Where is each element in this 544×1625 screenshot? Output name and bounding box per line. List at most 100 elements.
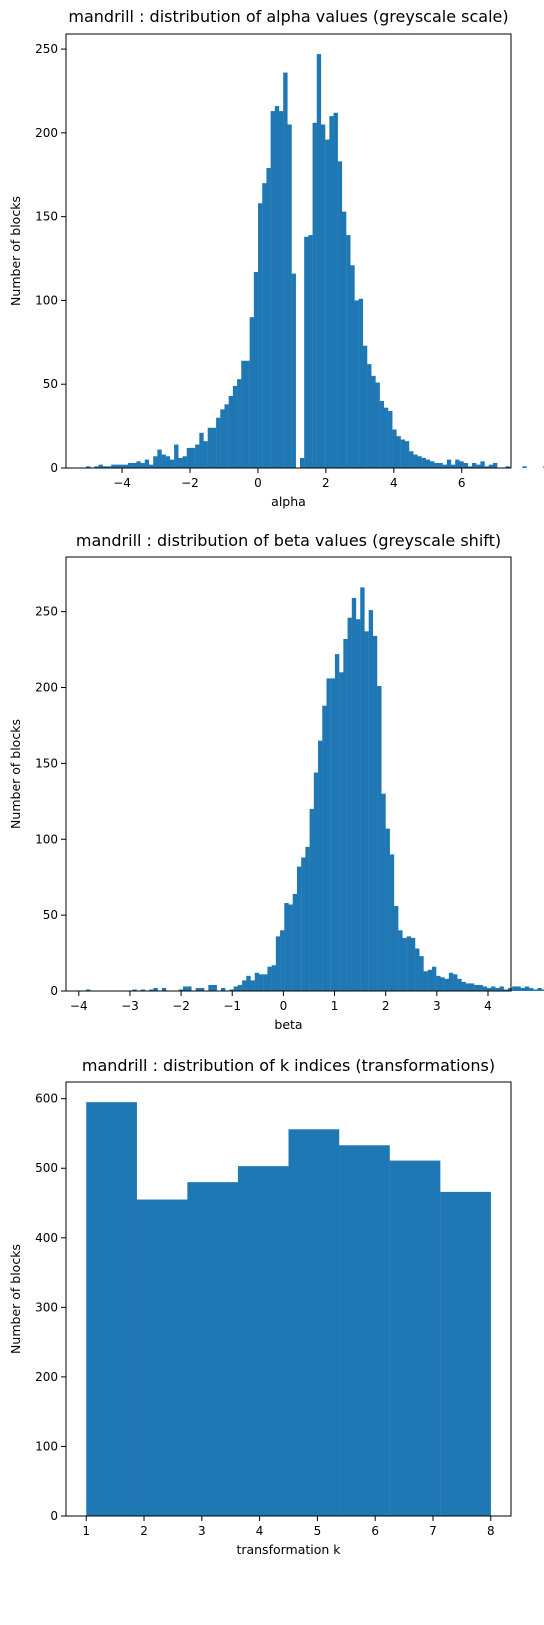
- bar: [524, 986, 530, 991]
- bar: [486, 987, 492, 991]
- bar: [275, 936, 281, 991]
- bar: [478, 984, 483, 991]
- x-tick-label: 4: [256, 1524, 264, 1538]
- x-tick-label: 2: [322, 476, 330, 490]
- y-tick-label: 150: [35, 210, 58, 224]
- bar: [187, 986, 192, 991]
- bar: [136, 1199, 188, 1516]
- y-tick-label: 200: [35, 126, 58, 140]
- y-tick-label: 200: [35, 681, 58, 695]
- bar: [398, 930, 403, 991]
- bar: [250, 980, 255, 991]
- bar: [232, 385, 238, 468]
- bar: [453, 974, 458, 991]
- bar: [339, 1145, 390, 1516]
- y-tick-label: 250: [35, 605, 58, 619]
- bar: [309, 808, 314, 991]
- x-tick-label: 0: [254, 476, 262, 490]
- bar: [148, 464, 154, 468]
- bar: [182, 456, 187, 468]
- x-tick-label: 1: [82, 1524, 90, 1538]
- bar: [343, 638, 348, 991]
- bar: [292, 893, 298, 991]
- bar: [296, 866, 302, 991]
- bar: [448, 972, 454, 991]
- bar: [541, 989, 544, 991]
- bar: [165, 456, 171, 468]
- bar: [258, 974, 264, 991]
- bar: [212, 984, 217, 991]
- bar: [499, 986, 504, 991]
- bar: [476, 464, 481, 468]
- bar: [270, 111, 275, 468]
- bar: [394, 906, 399, 991]
- bar: [178, 457, 183, 468]
- bar: [98, 464, 103, 468]
- bar: [228, 395, 234, 468]
- bar: [318, 740, 323, 991]
- bar: [421, 457, 427, 468]
- bar: [440, 1191, 491, 1516]
- bar: [94, 466, 99, 468]
- x-tick-label: 4: [484, 999, 492, 1013]
- k-index-histogram: 1 2 3 4 5 6 7 8 0 100 200 300 400 500 600 mandrill : di…: [8, 1056, 512, 1557]
- x-tick-label: 0: [280, 999, 288, 1013]
- y-tick-label: 300: [35, 1300, 58, 1314]
- bar: [283, 72, 288, 468]
- x-tick-label: −4: [70, 999, 88, 1013]
- bar: [436, 975, 441, 991]
- bar: [288, 904, 293, 991]
- bar: [322, 705, 327, 991]
- bar: [364, 631, 369, 991]
- axes-frame: [65, 33, 512, 469]
- bar: [312, 122, 317, 468]
- bar: [505, 466, 510, 468]
- bar: [237, 984, 243, 991]
- bar: [308, 235, 313, 468]
- bar: [161, 454, 166, 468]
- bar: [339, 672, 344, 991]
- bar: [474, 984, 479, 991]
- bar: [537, 987, 542, 991]
- bar: [111, 464, 116, 468]
- y-axis-label: Number of blocks: [8, 719, 23, 829]
- bar: [392, 429, 397, 468]
- bar: [402, 937, 407, 991]
- y-tick-label: 0: [50, 984, 58, 998]
- bar: [271, 965, 276, 991]
- bar: [266, 168, 271, 469]
- x-tick-label: 6: [371, 1524, 379, 1538]
- bar: [330, 678, 336, 991]
- bar: [417, 456, 422, 468]
- bar: [368, 610, 374, 991]
- bar: [86, 1102, 137, 1516]
- bar: [482, 986, 487, 991]
- bar: [178, 989, 184, 991]
- bar: [262, 183, 267, 468]
- bar: [434, 462, 439, 468]
- bar: [469, 983, 475, 991]
- x-tick-label: −1: [223, 999, 241, 1013]
- bar: [507, 987, 513, 991]
- bar: [404, 441, 410, 468]
- bar: [389, 854, 395, 991]
- y-tick-label: 100: [35, 293, 58, 307]
- x-tick-label: 3: [198, 1524, 206, 1538]
- x-tick-label: 2: [382, 999, 390, 1013]
- y-axis-label: Number of blocks: [8, 196, 23, 306]
- bar: [381, 793, 386, 991]
- bar: [415, 948, 420, 991]
- bar: [102, 466, 108, 468]
- y-tick-label: 500: [35, 1161, 58, 1175]
- bar: [115, 464, 120, 468]
- bar: [375, 382, 380, 468]
- x-axis-label: transformation k: [236, 1542, 341, 1557]
- bar: [199, 987, 205, 991]
- bar: [461, 981, 466, 991]
- y-tick-label: 250: [35, 42, 58, 56]
- bar: [351, 597, 357, 991]
- bar: [446, 459, 452, 468]
- bar: [333, 112, 338, 468]
- bar: [245, 360, 250, 468]
- bar: [484, 466, 489, 468]
